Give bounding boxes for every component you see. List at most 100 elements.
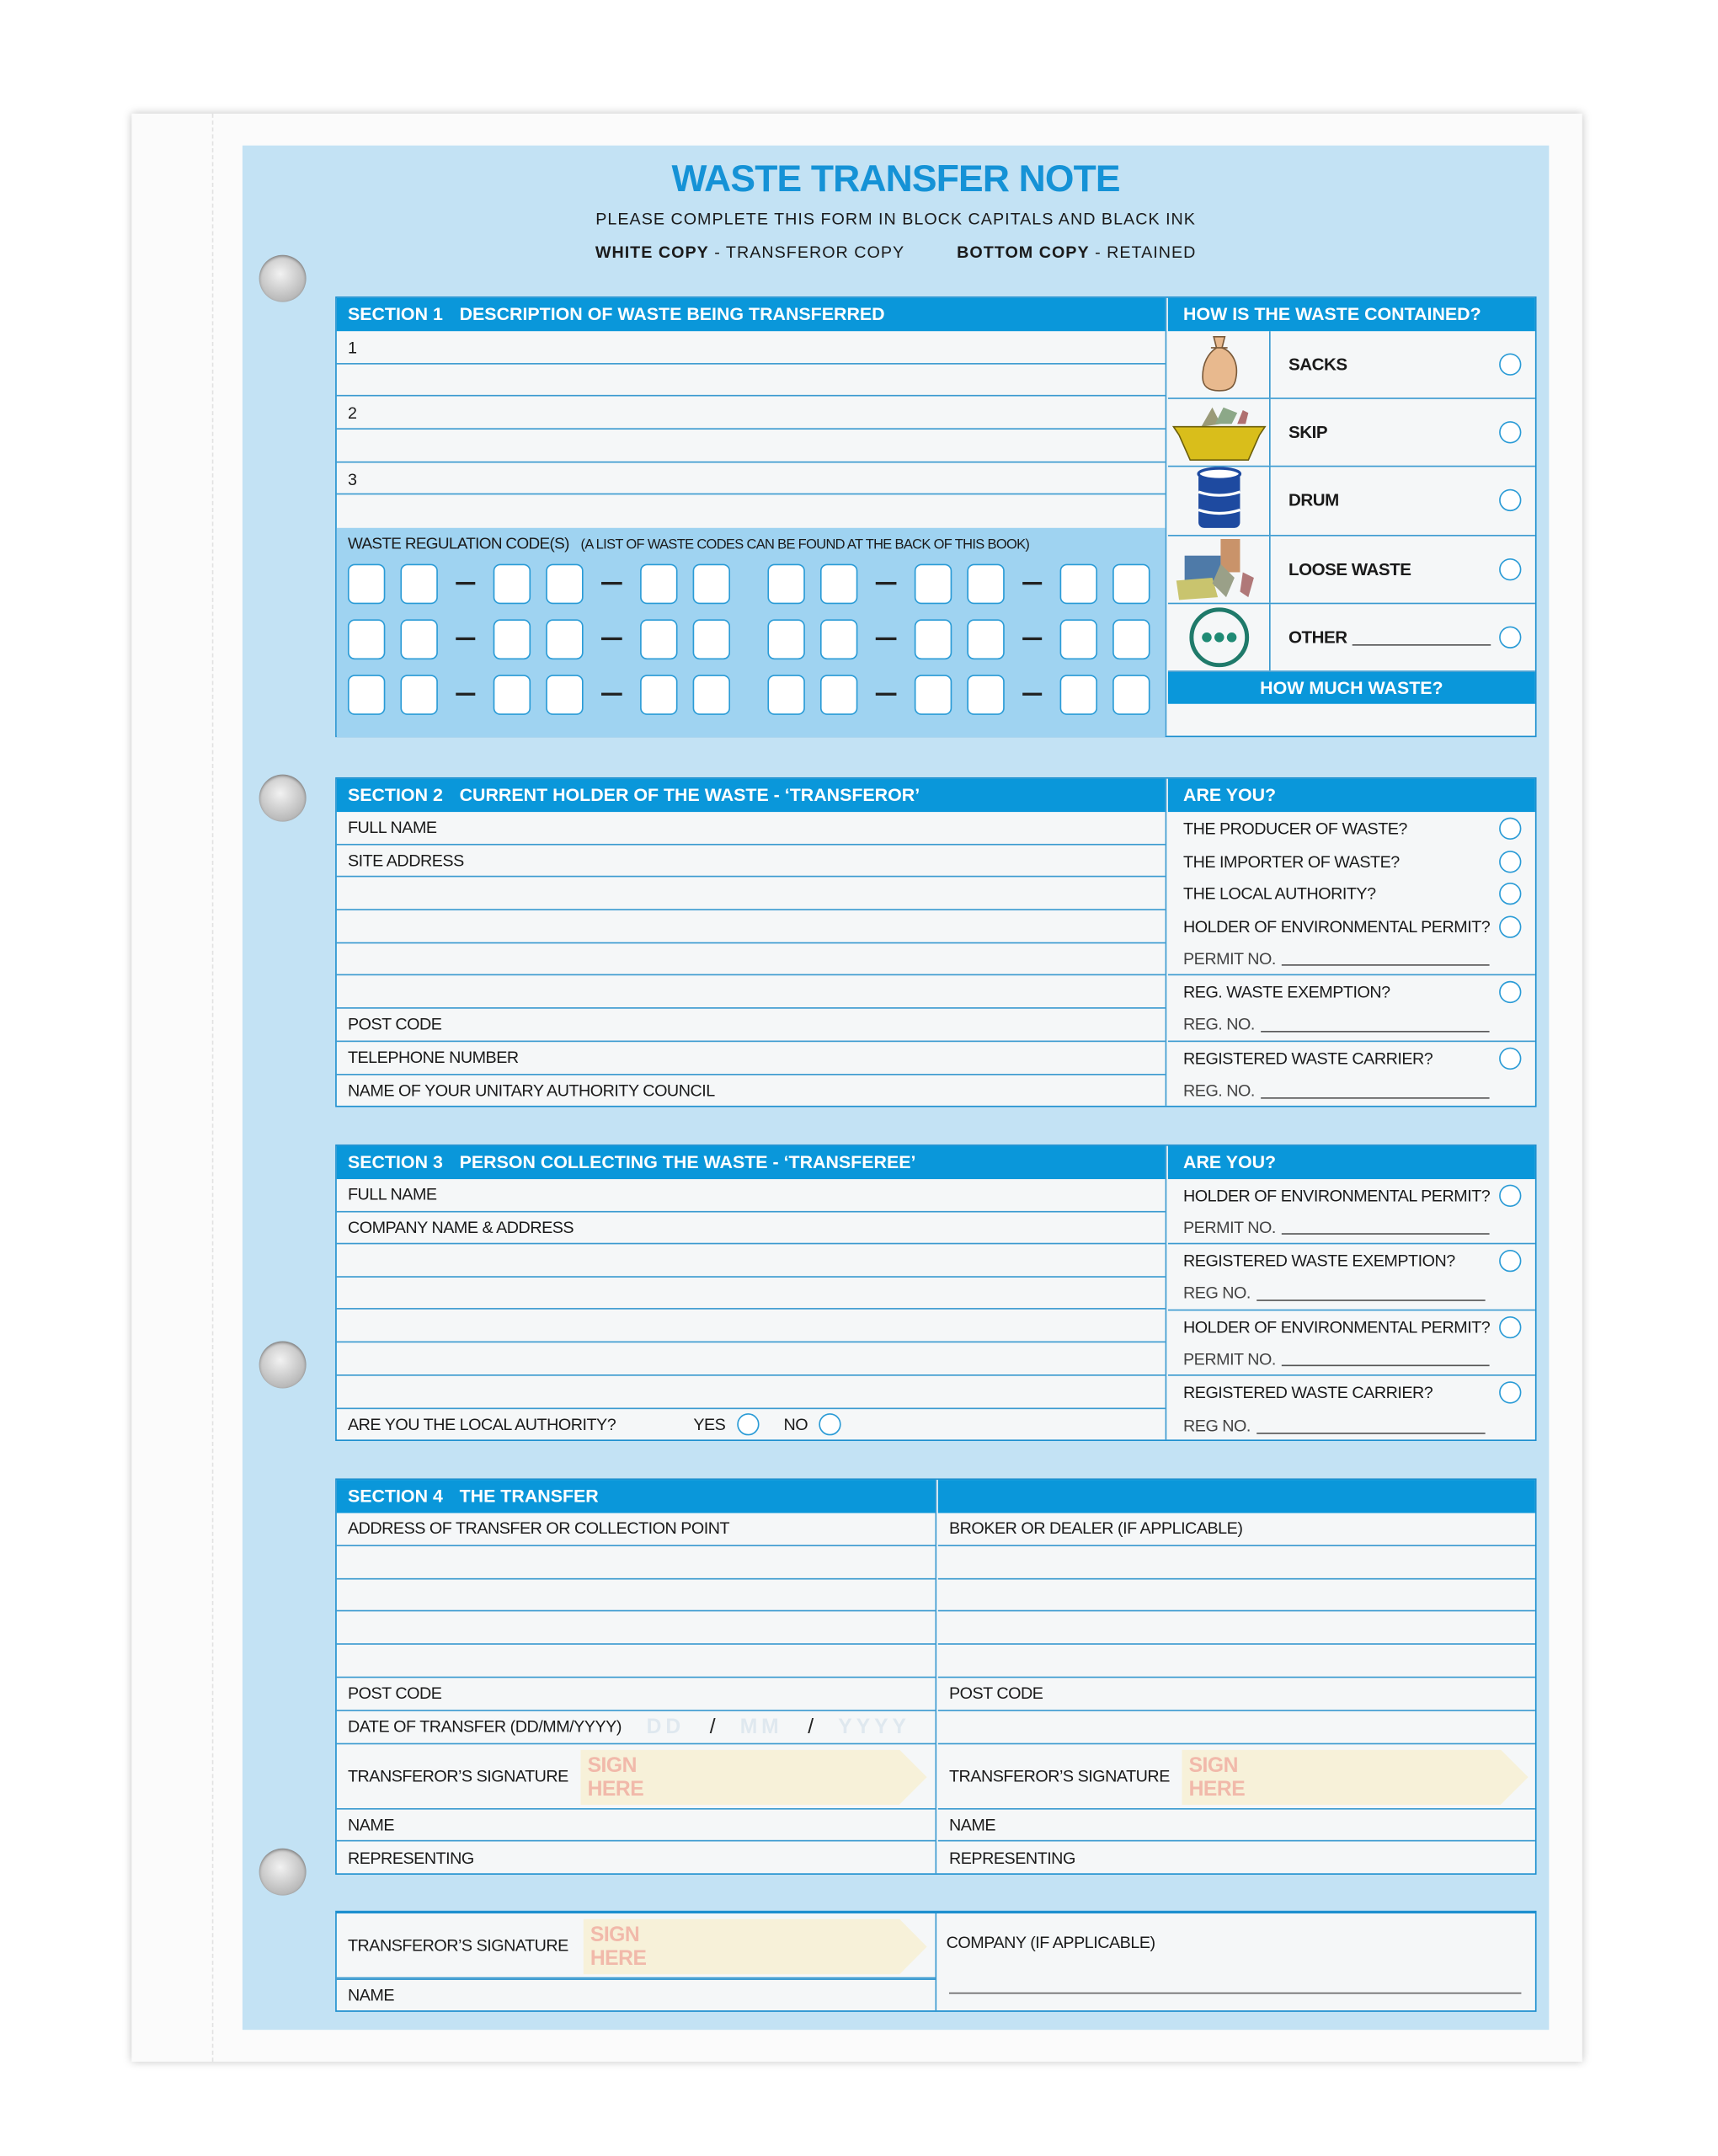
answer-radio[interactable] bbox=[1499, 1047, 1522, 1070]
container-option-sacks[interactable]: SACKS bbox=[1167, 331, 1535, 400]
code-digit-box[interactable] bbox=[400, 563, 438, 604]
code-digit-box[interactable] bbox=[640, 618, 678, 659]
container-option-skip[interactable]: SKIP bbox=[1167, 399, 1535, 468]
question-row[interactable]: HOLDER OF ENVIRONMENTAL PERMIT? bbox=[1168, 1310, 1535, 1343]
question-row[interactable]: REGISTERED WASTE CARRIER? bbox=[1168, 1376, 1535, 1409]
form-field-row[interactable]: FULL NAME bbox=[336, 1179, 1166, 1212]
code-digit-box[interactable] bbox=[1060, 674, 1098, 715]
form-field-row[interactable] bbox=[336, 943, 1166, 976]
number-row[interactable]: REG NO. bbox=[1168, 1409, 1535, 1442]
form-field-row[interactable] bbox=[336, 1278, 1166, 1310]
form-field-row[interactable] bbox=[336, 976, 1166, 1009]
form-field-row[interactable]: DATE OF TRANSFER (DD/MM/YYYY) DD / MM / YYYY bbox=[336, 1710, 936, 1744]
code-digit-box[interactable] bbox=[966, 674, 1004, 715]
name-row[interactable]: NAME bbox=[336, 1978, 936, 2010]
signature-row[interactable]: TRANSFEROR’S SIGNATURE SIGN HERE bbox=[336, 1913, 936, 1979]
form-field-row[interactable]: REPRESENTING bbox=[938, 1842, 1535, 1875]
form-field-row[interactable]: BROKER OR DEALER (IF APPLICABLE) bbox=[937, 1513, 1535, 1546]
form-field-row[interactable] bbox=[336, 1612, 936, 1646]
code-digit-box[interactable] bbox=[692, 674, 730, 715]
code-digit-box[interactable] bbox=[546, 674, 584, 715]
code-digit-box[interactable] bbox=[767, 674, 806, 715]
container-radio[interactable] bbox=[1499, 626, 1522, 648]
signature-row[interactable]: TRANSFEROR’S SIGNATURE SIGN HERE bbox=[937, 1744, 1535, 1809]
code-digit-box[interactable] bbox=[820, 563, 858, 604]
container-option-drum[interactable]: DRUM bbox=[1167, 467, 1535, 536]
form-field-row[interactable]: FULL NAME bbox=[336, 812, 1166, 846]
code-digit-box[interactable] bbox=[640, 563, 678, 604]
form-field-row[interactable]: NAME OF YOUR UNITARY AUTHORITY COUNCIL bbox=[337, 1075, 1166, 1107]
form-field-row[interactable] bbox=[336, 1645, 936, 1678]
form-field-row[interactable] bbox=[937, 1645, 1535, 1678]
code-digit-box[interactable] bbox=[494, 674, 531, 715]
how-much-field[interactable] bbox=[1168, 704, 1535, 737]
question-row[interactable]: THE LOCAL AUTHORITY? bbox=[1168, 878, 1535, 910]
code-digit-box[interactable] bbox=[494, 563, 531, 604]
container-radio[interactable] bbox=[1499, 353, 1522, 376]
number-row[interactable]: REG NO. bbox=[1167, 1278, 1535, 1310]
description-line[interactable]: 3 bbox=[336, 462, 1166, 496]
container-radio[interactable] bbox=[1499, 558, 1522, 580]
code-digit-box[interactable] bbox=[820, 674, 858, 715]
code-digit-box[interactable] bbox=[494, 618, 531, 659]
container-option-loose-waste[interactable]: LOOSE WASTE bbox=[1167, 535, 1535, 604]
description-line[interactable] bbox=[337, 495, 1166, 528]
company-field[interactable]: COMPANY (IF APPLICABLE) bbox=[938, 1913, 1535, 2010]
number-write-line[interactable] bbox=[1256, 1299, 1485, 1301]
form-field-row[interactable] bbox=[336, 1579, 936, 1613]
answer-radio[interactable] bbox=[1499, 1381, 1522, 1404]
code-digit-box[interactable] bbox=[914, 563, 952, 604]
form-field-row[interactable] bbox=[937, 1579, 1535, 1613]
number-write-line[interactable] bbox=[1260, 1030, 1489, 1033]
container-radio[interactable] bbox=[1499, 421, 1522, 444]
code-digit-box[interactable] bbox=[546, 563, 584, 604]
code-digit-box[interactable] bbox=[820, 618, 858, 659]
description-line[interactable] bbox=[336, 430, 1166, 463]
no-radio[interactable] bbox=[819, 1413, 841, 1437]
code-digit-box[interactable] bbox=[914, 618, 952, 659]
number-row[interactable]: REG. NO. bbox=[1167, 1009, 1535, 1042]
form-field-row[interactable] bbox=[337, 1375, 1166, 1408]
code-digit-box[interactable] bbox=[966, 618, 1004, 659]
form-field-row[interactable] bbox=[336, 1342, 1166, 1375]
code-digit-box[interactable] bbox=[347, 618, 386, 659]
code-digit-box[interactable] bbox=[347, 674, 386, 715]
form-field-row[interactable]: REPRESENTING bbox=[337, 1842, 936, 1875]
form-field-row[interactable]: COMPANY NAME & ADDRESS bbox=[336, 1212, 1166, 1245]
question-row[interactable]: REGISTERED WASTE CARRIER? bbox=[1168, 1042, 1535, 1075]
description-line[interactable]: 1 bbox=[336, 331, 1166, 365]
number-row[interactable]: REG. NO. bbox=[1168, 1075, 1535, 1107]
code-digit-box[interactable] bbox=[546, 618, 584, 659]
form-field-row[interactable]: ADDRESS OF TRANSFER OR COLLECTION POINT bbox=[336, 1513, 936, 1546]
other-write-in-line[interactable] bbox=[1353, 644, 1491, 647]
code-digit-box[interactable] bbox=[400, 674, 438, 715]
answer-radio[interactable] bbox=[1499, 883, 1522, 905]
code-digit-box[interactable] bbox=[1112, 674, 1150, 715]
number-write-line[interactable] bbox=[1281, 1364, 1490, 1367]
form-field-row[interactable]: POST CODE bbox=[336, 1009, 1166, 1042]
question-row[interactable]: REGISTERED WASTE EXEMPTION? bbox=[1168, 1245, 1535, 1278]
question-row[interactable]: HOLDER OF ENVIRONMENTAL PERMIT? bbox=[1168, 1179, 1535, 1212]
code-digit-box[interactable] bbox=[914, 674, 952, 715]
answer-radio[interactable] bbox=[1499, 981, 1522, 1004]
answer-radio[interactable] bbox=[1499, 817, 1522, 840]
answer-radio[interactable] bbox=[1499, 1250, 1522, 1273]
description-line[interactable]: 2 bbox=[336, 397, 1166, 430]
code-digit-box[interactable] bbox=[1112, 563, 1150, 604]
code-digit-box[interactable] bbox=[1060, 618, 1098, 659]
number-row[interactable]: PERMIT NO. bbox=[1167, 1212, 1535, 1246]
question-row[interactable]: REG. WASTE EXEMPTION? bbox=[1168, 976, 1535, 1009]
form-field-row[interactable]: NAME bbox=[336, 1809, 936, 1843]
form-field-row[interactable]: TELEPHONE NUMBER bbox=[336, 1042, 1166, 1075]
signature-row[interactable]: TRANSFEROR’S SIGNATURE SIGN HERE bbox=[336, 1744, 936, 1809]
answer-radio[interactable] bbox=[1499, 1184, 1522, 1207]
number-row[interactable]: PERMIT NO. bbox=[1167, 943, 1535, 976]
container-radio[interactable] bbox=[1499, 489, 1522, 512]
yes-radio[interactable] bbox=[736, 1413, 759, 1437]
answer-radio[interactable] bbox=[1499, 1315, 1522, 1338]
question-row[interactable]: THE IMPORTER OF WASTE? bbox=[1168, 845, 1535, 878]
form-field-row[interactable]: SITE ADDRESS bbox=[336, 845, 1166, 878]
code-digit-box[interactable] bbox=[966, 563, 1004, 604]
number-write-line[interactable] bbox=[1260, 1097, 1489, 1099]
code-digit-box[interactable] bbox=[692, 618, 730, 659]
